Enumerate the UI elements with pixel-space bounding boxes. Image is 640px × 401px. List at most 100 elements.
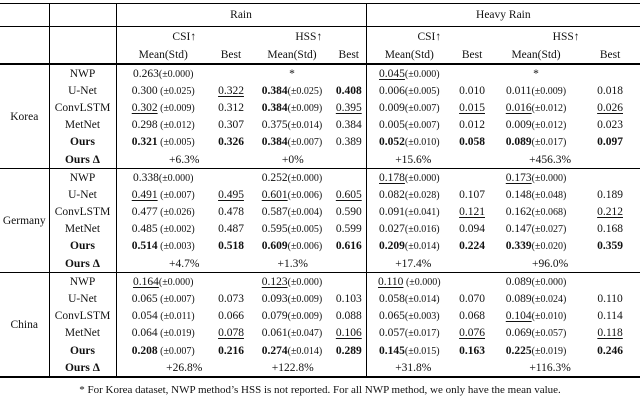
table-header: Rain Heavy Rain CSI↑ HSS↑ CSI↑ HSS↑ Mean… [0,3,640,65]
heavy-hss-mean: 0.148(±0.048) [492,186,580,203]
metric-header-rain-hss: HSS↑ [295,30,323,43]
heavy-csi-best: 0.107 [452,186,492,203]
rain-hss-mean: 0.093(±0.009) [252,290,332,307]
heavy-hss-best: 0.212 [580,204,640,221]
heavy-csi-mean: 0.009(±0.007) [365,99,453,117]
metric-value: 0.023 [597,119,623,132]
std-value: (±0.011) [157,311,195,323]
std-value: (±0.006) [287,189,323,201]
metric-value: 0.495 [218,188,244,201]
heavy-csi-mean: 0.045(±0.000) [365,64,453,83]
metric-value: 0.089 [505,293,532,306]
rain-hss-mean: 0.609(±0.006) [252,238,332,255]
metric-value: 0.009 [505,119,532,132]
std-value: (±0.003) [404,311,440,323]
std-value: (±0.009) [287,294,323,306]
heavy-csi-mean: 0.091(±0.041) [365,203,453,221]
metric-value: 0.104 [505,310,532,323]
std-value: (±0.007) [404,120,440,132]
heavy-csi-best: 0.012 [452,117,492,134]
model-label: MetNet [48,116,116,134]
metric-value: 0.289 [335,344,362,357]
table-footnote: * For Korea dataset, NWP method’s HSS is… [79,384,561,397]
heavy-hss-best: 0.023 [580,117,640,134]
rain-csi-mean: 0.491 (±0.007) [115,186,210,204]
metric-value: 0.015 [459,101,485,114]
heavy-csi-best: 0.015 [452,99,492,116]
table-row: MetNet 0.064 (±0.019) 0.078 0.061(±0.047) 0.… [0,324,640,342]
model-label: ConvLSTM [48,99,116,117]
metric-value: 0.359 [597,240,623,253]
std-value: (±0.024) [531,294,567,306]
delta-row: Ours Δ +26.8% +122.8% +31.8% +116.3% [0,359,640,378]
model-label: NWP [48,168,116,187]
metric-value: 0.302 [131,101,158,114]
col-header-mean: Mean(Std) [252,46,332,65]
rain-hss-mean: 0.384(±0.009) [252,99,332,116]
rain-csi-best [210,272,252,291]
col-header-best: Best [580,46,640,65]
metric-value: 0.477 [131,206,158,219]
delta-value: +15.6% [365,150,493,169]
table-row: Korea NWP 0.263(±0.000) * 0.045(±0.000) * [0,64,640,123]
metric-value: 0.263 [132,67,159,80]
heavy-hss-mean: 0.089(±0.000) [492,272,581,291]
metric-value: 0.514 [131,240,158,253]
std-value: (±0.007) [157,294,195,306]
metric-value: 0.011 [505,84,532,97]
heavy-hss-best: 0.168 [580,221,640,238]
metric-value: 0.027 [379,223,405,236]
rain-hss-mean: * [252,64,332,82]
model-label: ConvLSTM [48,307,116,325]
metric-value: 0.609 [261,240,288,253]
region-label: Germany [0,168,49,273]
metric-header-rain-csi: CSI↑ [115,26,252,46]
metric-value: 0.089 [505,275,532,288]
metric-value: 0.587 [261,206,288,219]
rain-csi-mean: 0.164(±0.000) [115,272,210,291]
metric-value: 0.121 [459,206,485,219]
std-value: (±0.015) [404,345,440,357]
table-row: U-Net 0.065 (±0.007) 0.073 0.093(±0.009) 0.1… [0,290,640,308]
rain-csi-best [210,64,252,82]
heavy-hss-mean: 0.009(±0.012) [492,117,580,134]
std-value: (±0.005) [287,224,323,236]
heavy-csi-best: 0.076 [452,325,492,342]
std-value: (±0.000) [287,276,323,288]
heavy-hss-best: 0.097 [580,134,640,151]
rain-hss-mean: 0.079(±0.009) [252,308,332,325]
metric-value: 0.162 [505,206,532,219]
rain-hss-best: 0.289 [332,342,366,359]
std-value: (±0.000) [531,276,567,288]
heavy-csi-best: 0.121 [452,204,492,221]
metric-value: 0.016 [505,101,532,114]
corner-blank-region [0,3,49,27]
heavy-csi-mean: 0.058(±0.014) [365,290,453,308]
metric-value: 0.208 [131,344,158,357]
std-value: (±0.000) [158,276,194,288]
delta-value: +17.4% [365,255,493,273]
rain-csi-best: 0.487 [210,221,252,238]
model-label: NWP [48,64,116,83]
metric-value: 0.478 [218,206,244,219]
heavy-hss-mean: 0.104(±0.010) [492,308,580,325]
metric-value: 0.212 [597,206,623,219]
metric-value: 0.066 [218,310,244,323]
table-row: U-Net 0.491 (±0.007) 0.495 0.601(±0.006) 0.6… [0,186,640,204]
heavy-csi-mean: 0.065(±0.003) [365,307,453,325]
rain-hss-mean: 0.601(±0.006) [252,186,332,203]
rain-hss-best: 0.408 [332,82,366,99]
metric-value: 0.307 [218,119,244,132]
table-row: Ours 0.321 (±0.005) 0.326 0.384(±0.007) 0.38… [0,133,640,151]
table-row: Ours 0.208 (±0.007) 0.216 0.274(±0.014) 0.28… [0,342,640,360]
metric-value: 0.089 [505,136,532,149]
rain-hss-best [332,272,367,291]
metric-value: 0.070 [459,293,485,306]
heavy-hss-mean: 0.089(±0.017) [492,134,580,151]
heavy-hss-mean: 0.339(±0.020) [492,238,580,255]
metric-value: 0.088 [335,310,362,323]
rain-csi-mean: 0.485 (±0.002) [115,220,210,238]
std-value: (±0.005) [404,85,440,97]
metric-value: 0.061 [261,327,288,340]
heavy-csi-mean: 0.006(±0.005) [365,82,453,100]
